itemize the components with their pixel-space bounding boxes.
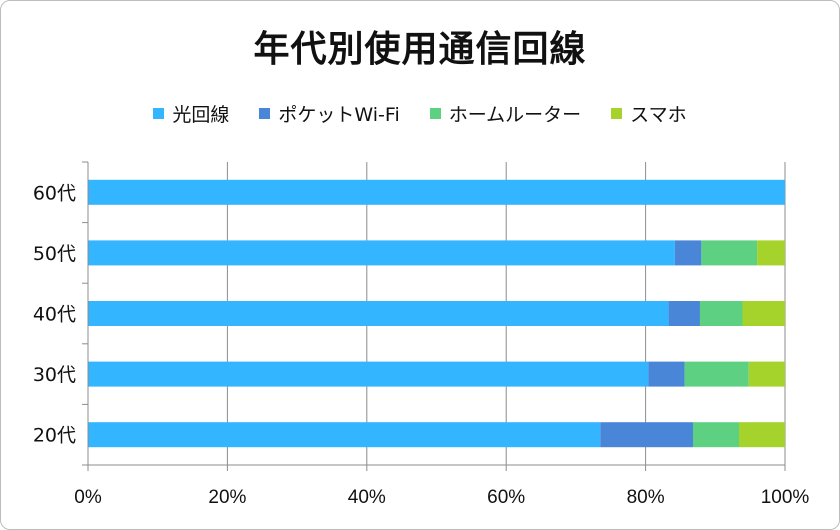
- bar-segment: [692, 422, 739, 448]
- bar-segment: [600, 422, 693, 448]
- bar-segment: [738, 422, 785, 448]
- legend-item-smartphone: スマホ: [611, 100, 687, 127]
- bar-segment: [88, 301, 669, 326]
- legend-swatch-pocket-wifi: [259, 108, 271, 119]
- legend-label-pocket-wifi: ポケットWi-Fi: [278, 104, 400, 126]
- legend-swatch-home-router: [429, 108, 441, 119]
- x-tick-label: 60%: [487, 487, 525, 508]
- x-tick-label: 100%: [761, 487, 810, 508]
- category-label: 60代: [33, 182, 76, 204]
- bar-segment: [88, 361, 649, 387]
- bar-segment: [88, 179, 785, 205]
- legend-item-home-router: ホームルーター: [429, 100, 582, 127]
- category-label: 50代: [33, 243, 76, 265]
- legend-swatch-smartphone: [611, 108, 623, 119]
- category-label: 40代: [33, 304, 76, 326]
- bar-segment: [674, 240, 702, 266]
- bar-segment: [699, 301, 743, 326]
- legend-item-fiber: 光回線: [153, 100, 229, 127]
- bar-segment: [668, 301, 700, 326]
- legend-label-fiber: 光回線: [172, 104, 230, 126]
- bar-segment: [748, 361, 785, 387]
- bar-segment: [742, 301, 785, 326]
- bar-segment: [757, 240, 785, 266]
- x-tick-label: 40%: [348, 487, 386, 508]
- legend-label-smartphone: スマホ: [630, 104, 687, 126]
- x-tick-label: 20%: [208, 487, 246, 508]
- bar-segment: [88, 422, 601, 448]
- legend-swatch-fiber: [153, 108, 165, 119]
- bar-segment: [684, 361, 749, 387]
- bar-segment: [701, 240, 758, 266]
- category-label: 20代: [33, 425, 76, 447]
- legend-label-home-router: ホームルーター: [448, 104, 582, 126]
- chart-legend: 光回線 ポケットWi-Fi ホームルーター スマホ: [0, 100, 840, 127]
- category-label: 30代: [33, 364, 76, 386]
- chart-title: 年代別使用通信回線: [253, 29, 587, 70]
- bar-segment: [648, 361, 685, 387]
- x-tick-label: 0%: [74, 487, 102, 508]
- legend-item-pocket-wifi: ポケットWi-Fi: [259, 100, 400, 127]
- x-tick-label: 80%: [627, 487, 665, 508]
- bar-segment: [88, 240, 675, 266]
